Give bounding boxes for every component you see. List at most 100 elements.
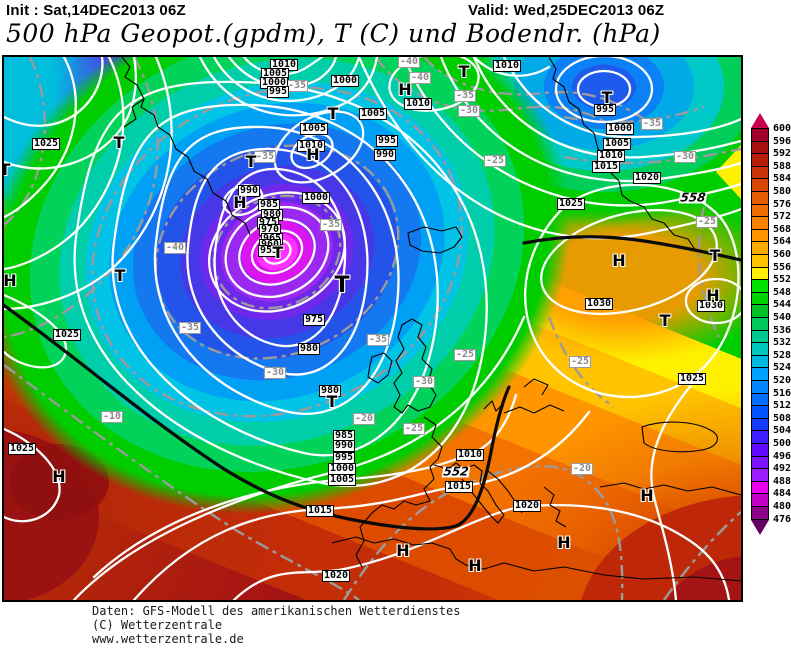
legend-value-label: 528 (773, 349, 791, 361)
temperature-label: -20 (352, 413, 376, 425)
high-pressure-marker: H (306, 145, 320, 164)
legend-color-box (751, 480, 769, 495)
legend-color-box (751, 140, 769, 155)
temperature-label: -40 (408, 72, 432, 84)
low-pressure-marker: T (114, 266, 126, 285)
legend-color-box (751, 455, 769, 470)
legend-value-label: 568 (773, 223, 791, 235)
pressure-label: 980 (318, 385, 342, 397)
temperature-label: -35 (640, 118, 664, 130)
low-pressure-marker: T (272, 243, 284, 262)
high-pressure-marker: H (52, 467, 66, 486)
temperature-label: -40 (163, 242, 187, 254)
temperature-label: -30 (263, 367, 287, 379)
high-pressure-marker: H (557, 533, 571, 552)
copyright-line: (C) Wetterzentrale (92, 618, 223, 632)
legend-color-box (751, 329, 769, 344)
pressure-label: 1005 (299, 123, 329, 135)
legend-color-box (751, 291, 769, 306)
legend-value-label: 544 (773, 299, 791, 311)
high-pressure-marker: H (4, 271, 17, 290)
legend-color-box (751, 506, 769, 520)
pressure-label: 1005 (327, 474, 357, 486)
legend-value-label: 556 (773, 261, 791, 273)
legend-value-label: 552 (773, 274, 791, 286)
legend-value-label: 564 (773, 236, 791, 248)
pressure-label: 1015 (444, 481, 474, 493)
pressure-label: 1020 (512, 500, 542, 512)
legend-value-label: 520 (773, 375, 791, 386)
legend-value-label: 588 (773, 160, 791, 172)
high-pressure-marker: H (233, 193, 247, 212)
pressure-label: 980 (297, 343, 321, 355)
temperature-label: -10 (100, 411, 124, 423)
legend-color-box (751, 430, 769, 444)
legend-value-label: 484 (773, 488, 791, 500)
legend-color-box (751, 443, 769, 457)
low-pressure-marker: T (4, 160, 11, 179)
pressure-label: 995 (375, 135, 399, 147)
high-pressure-marker: H (396, 541, 410, 560)
pressure-label: 1025 (556, 198, 586, 210)
legend-color-box (751, 493, 769, 507)
data-source-line: Daten: GFS-Modell des amerikanischen Wet… (92, 604, 461, 618)
pressure-label: 990 (373, 149, 397, 161)
pressure-label: 1010 (455, 449, 485, 461)
pressure-label: 1020 (632, 172, 662, 184)
pressure-label: 1025 (52, 329, 82, 341)
weather-map: 1010 1005 1000 995 1000 1010 1010 1005 1005 1010 9… (2, 55, 743, 602)
legend-color-box (751, 417, 769, 432)
legend-color-box (751, 165, 769, 180)
high-pressure-marker: H (612, 251, 626, 270)
pressure-label: 1010 (403, 98, 433, 110)
temperature-label: -35 (319, 219, 343, 231)
legend-value-label: 508 (773, 412, 791, 424)
low-pressure-marker: T (334, 273, 350, 298)
legend-value-label: 584 (773, 173, 791, 185)
legend-color-box (751, 304, 769, 318)
thick-geopotential-contours (4, 235, 741, 531)
pressure-label: 985 (257, 199, 281, 211)
page-title: 500 hPa Geopot.(gpdm), T (C) und Bodendr… (6, 19, 661, 48)
legend-color-box (751, 191, 769, 205)
high-pressure-marker: H (706, 286, 720, 305)
legend-value-label: 576 (773, 198, 791, 210)
low-pressure-marker: T (709, 246, 721, 265)
legend-value-label: 580 (773, 186, 791, 197)
temperature-label: -30 (412, 376, 436, 388)
pressure-label: 1015 (305, 505, 335, 517)
geopotential-color-legend: 600 596 592 588 584 580 576 572 568 564 560 556 552 5… (751, 113, 791, 538)
legend-value-label: 512 (773, 400, 791, 412)
high-pressure-marker: H (468, 556, 482, 575)
legend-value-label: 532 (773, 337, 791, 349)
pressure-label: 990 (237, 185, 261, 197)
temperature-label: -35 (285, 80, 309, 92)
pressure-label: 955 (257, 245, 281, 257)
legend-color-box (751, 203, 769, 218)
temperature-label: -30 (457, 105, 481, 117)
temperature-label: -20 (570, 463, 594, 475)
pressure-label: 1025 (31, 138, 61, 150)
legend-value-label: 504 (773, 425, 791, 437)
legend-color-box (751, 354, 769, 369)
temperature-label: -35 (366, 334, 390, 346)
pressure-label: 1010 (296, 140, 326, 152)
legend-color-box (751, 405, 769, 419)
legend-color-box (751, 241, 769, 255)
temperature-label: -35 (453, 90, 477, 102)
geopotential-contour-label: 558 (678, 190, 708, 205)
pressure-label: 1005 (358, 108, 388, 120)
pressure-label: 1025 (7, 443, 37, 455)
pressure-label: 1030 (584, 298, 614, 310)
legend-value-label: 596 (773, 135, 791, 147)
pressure-label: 1020 (321, 570, 351, 582)
legend-color-box (751, 266, 769, 281)
low-pressure-marker: T (113, 133, 125, 152)
legend-value-label: 536 (773, 324, 791, 336)
temperature-label: -35 (178, 322, 202, 334)
low-pressure-marker: T (458, 62, 470, 81)
legend-value-label: 600 (773, 123, 791, 134)
legend-color-box (751, 342, 769, 356)
legend-color-box (751, 216, 769, 230)
